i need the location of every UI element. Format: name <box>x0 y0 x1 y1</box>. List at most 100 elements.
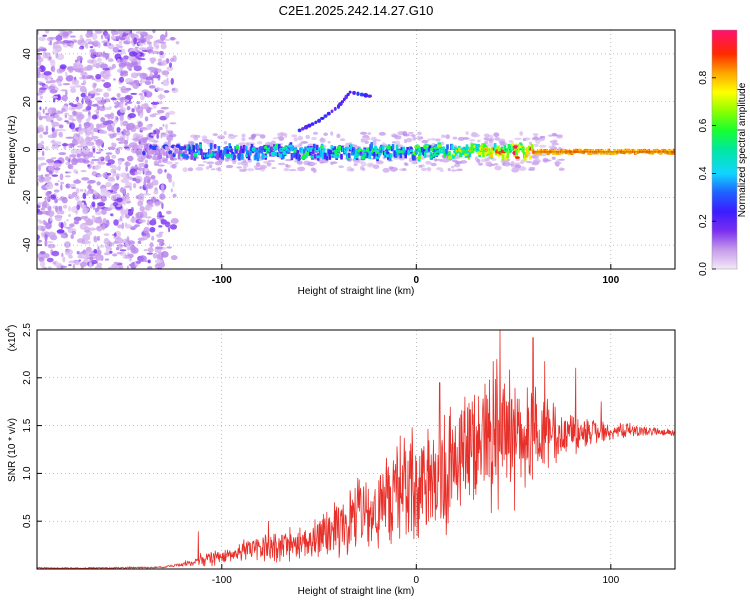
snr-scale-base: (x10 <box>7 331 18 351</box>
spectrogram-noise-speck <box>119 114 124 122</box>
spectrogram-noise-speck <box>50 194 56 200</box>
spectrogram-noise-speck <box>64 248 73 256</box>
spectrogram-band-halo <box>539 135 546 138</box>
spectrogram-band-blob <box>320 145 324 149</box>
spectrogram-noise-speck <box>68 260 75 264</box>
spectrogram-noise-speck <box>82 147 90 155</box>
spectrogram-noise-speck <box>122 120 129 127</box>
spectrogram-noise-speck <box>98 161 106 165</box>
spectrogram-band-halo <box>558 167 565 171</box>
spectrogram-noise-speck <box>70 87 77 93</box>
spectrogram-noise-speck <box>124 185 133 189</box>
spectrogram-band-halo <box>141 167 146 171</box>
spectrogram-noise-speck <box>138 193 145 201</box>
spectrogram-band-cell <box>353 154 357 160</box>
spectrogram-band-cell <box>507 143 511 149</box>
spectrogram-noise-speck <box>51 174 59 177</box>
spectrogram-band-cell <box>667 148 671 153</box>
spectrogram-band-halo <box>391 134 398 138</box>
spectrogram-band-halo <box>134 136 141 139</box>
spectrogram-noise-speck <box>114 101 120 106</box>
spectrogram-noise-speck <box>71 158 78 166</box>
colorbar-gradient <box>712 30 737 269</box>
spectrogram-noise-speck <box>139 78 143 86</box>
spectrogram-noise-speck <box>55 40 64 44</box>
spectrogram-noise-speck <box>146 46 154 51</box>
spectrogram-band-cell <box>233 154 236 160</box>
spectrogram-band-cell <box>632 149 636 153</box>
spectrogram-band-halo <box>558 158 565 161</box>
spectrogram-branch-blob <box>297 128 302 133</box>
spectrogram-band-halo <box>514 164 522 169</box>
spectrogram-noise-speck <box>72 264 76 269</box>
spectrogram-noise-speck <box>89 256 94 262</box>
spectrogram-band-halo <box>353 163 358 166</box>
spectrogram-noise-speck <box>53 162 62 168</box>
spectrogram-noise-speck <box>59 173 64 181</box>
spectrogram-noise-speck <box>51 250 60 257</box>
spectrogram-noise-speck <box>65 226 71 229</box>
spectrogram-noise-speck <box>100 188 108 196</box>
spectrogram-noise-speck <box>97 202 106 207</box>
spectrogram-band-cell <box>144 148 148 153</box>
spectrogram-band-cell <box>517 147 520 153</box>
spectrogram-noise-speck <box>45 112 50 116</box>
spectrogram-band-cell <box>448 150 451 156</box>
spectrogram-noise-speck <box>44 239 48 247</box>
spectrogram-noise-speck <box>71 79 80 86</box>
spectrogram-band-cell <box>446 144 449 150</box>
spectrogram-noise-speck <box>143 248 148 252</box>
spectrogram-band-halo <box>248 142 256 146</box>
spectrogram-band-cell <box>528 155 532 160</box>
spectrogram-band-halo <box>266 161 272 167</box>
spectrogram-band-cell <box>168 151 171 159</box>
spectrogram-band-cell <box>375 147 378 154</box>
spectrogram-noise-speck <box>138 255 147 263</box>
spectrogram-noise-speck <box>102 218 107 224</box>
spectrogram-noise-speck <box>98 216 102 220</box>
spectrogram-x-tick-label: 100 <box>602 275 619 286</box>
spectrogram-noise-speck <box>171 88 176 91</box>
spectrogram-band-halo <box>237 162 241 165</box>
spectrogram-noise-speck <box>67 143 76 147</box>
spectrogram-band-halo <box>431 142 436 146</box>
spectrogram-noise-speck <box>82 80 87 85</box>
spectrogram-noise-speck <box>79 189 84 192</box>
spectrogram-noise-speck <box>143 193 152 196</box>
spectrogram-noise-speck <box>82 240 91 245</box>
spectrogram-noise-speck <box>39 74 46 79</box>
spectrogram-noise-speck <box>56 53 65 61</box>
spectrogram-noise-speck <box>92 195 96 200</box>
spectrogram-band-cell <box>319 150 323 158</box>
snr-y-tick-label: 1.0 <box>22 466 33 480</box>
spectrogram-noise-speck <box>71 107 77 110</box>
spectrogram-noise-speck <box>103 72 112 79</box>
spectrogram-band-cell <box>512 145 515 151</box>
spectrogram-noise-speck <box>170 255 178 261</box>
spectrogram-noise-speck <box>146 182 154 190</box>
spectrogram-band-halo <box>330 131 334 136</box>
spectrogram-band-cell <box>247 153 251 161</box>
spectrogram-noise-speck <box>77 157 85 164</box>
snr-scale-exponent: 4 <box>5 328 12 332</box>
spectrogram-noise-speck <box>44 183 53 189</box>
spectrogram-band-halo <box>477 139 481 143</box>
spectrogram-noise-speck <box>55 205 58 213</box>
spectrogram-noise-speck <box>124 102 128 106</box>
spectrogram-noise-speck <box>139 44 144 47</box>
spectrogram-noise-speck <box>41 150 45 157</box>
spectrogram-band-halo <box>366 162 375 168</box>
snr-y-tick-label: 2.5 <box>22 323 33 337</box>
spectrogram-noise-speck <box>48 231 55 239</box>
spectrogram-noise-speck <box>130 227 136 231</box>
spectrogram-band-cell <box>673 149 675 153</box>
spectrogram-noise-speck <box>149 113 157 118</box>
spectrogram-noise-speck <box>44 106 48 110</box>
spectrogram-band-halo <box>193 137 199 141</box>
spectrogram-band-halo <box>494 136 501 141</box>
spectrogram-noise-speck <box>60 222 64 229</box>
spectrogram-band-halo <box>208 161 213 165</box>
spectrogram-band-cell <box>257 152 261 159</box>
spectrogram-noise-speck <box>49 79 57 84</box>
spectrogram-x-tick-label: 0 <box>414 275 420 286</box>
